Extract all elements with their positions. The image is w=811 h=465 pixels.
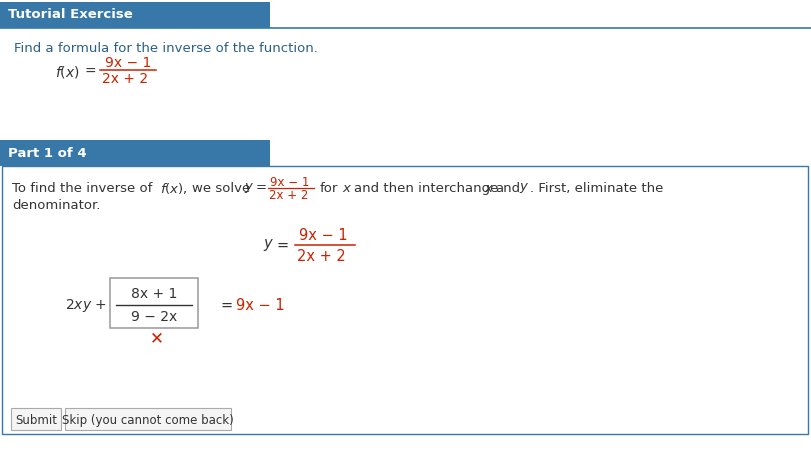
Text: =: = [85, 65, 97, 79]
Text: 2x + 2: 2x + 2 [297, 248, 345, 264]
Text: ✕: ✕ [150, 329, 164, 347]
Text: To find the inverse of: To find the inverse of [12, 181, 152, 194]
FancyBboxPatch shape [110, 278, 198, 328]
Text: 2x + 2: 2x + 2 [269, 188, 308, 201]
Text: and: and [495, 181, 520, 194]
Text: Part 1 of 4: Part 1 of 4 [8, 146, 87, 159]
Text: =: = [276, 238, 288, 252]
Text: and then interchange: and then interchange [354, 181, 499, 194]
Text: 9x − 1: 9x − 1 [270, 175, 309, 188]
Text: $f(x)$: $f(x)$ [55, 64, 79, 80]
FancyBboxPatch shape [11, 408, 61, 430]
Text: 9x − 1: 9x − 1 [236, 298, 285, 312]
Text: . First, eliminate the: . First, eliminate the [530, 181, 663, 194]
Text: $f(x),$: $f(x),$ [160, 180, 187, 195]
Text: =: = [220, 298, 232, 312]
Text: 9 − 2x: 9 − 2x [131, 310, 177, 324]
Text: Tutorial Exercise: Tutorial Exercise [8, 8, 133, 21]
Text: $y$: $y$ [519, 181, 530, 195]
FancyBboxPatch shape [0, 2, 270, 28]
Text: we solve: we solve [192, 181, 251, 194]
Text: Submit: Submit [15, 413, 57, 426]
Text: +: + [94, 298, 105, 312]
Text: 8x + 1: 8x + 1 [131, 287, 177, 301]
Text: for: for [320, 181, 338, 194]
Text: Find a formula for the inverse of the function.: Find a formula for the inverse of the fu… [14, 41, 318, 54]
Text: $y$: $y$ [244, 181, 255, 195]
Text: $x$: $x$ [342, 181, 352, 194]
Text: 9x − 1: 9x − 1 [105, 56, 152, 70]
Text: 2x + 2: 2x + 2 [102, 72, 148, 86]
Text: Skip (you cannot come back): Skip (you cannot come back) [62, 413, 234, 426]
Text: =: = [256, 181, 267, 194]
Text: $2xy$: $2xy$ [65, 297, 92, 313]
FancyBboxPatch shape [65, 408, 231, 430]
Text: 9x − 1: 9x − 1 [299, 227, 348, 243]
Text: denominator.: denominator. [12, 199, 101, 212]
FancyBboxPatch shape [0, 140, 270, 166]
Text: $x$: $x$ [484, 181, 494, 194]
Text: $y$: $y$ [263, 237, 274, 253]
FancyBboxPatch shape [2, 166, 808, 434]
